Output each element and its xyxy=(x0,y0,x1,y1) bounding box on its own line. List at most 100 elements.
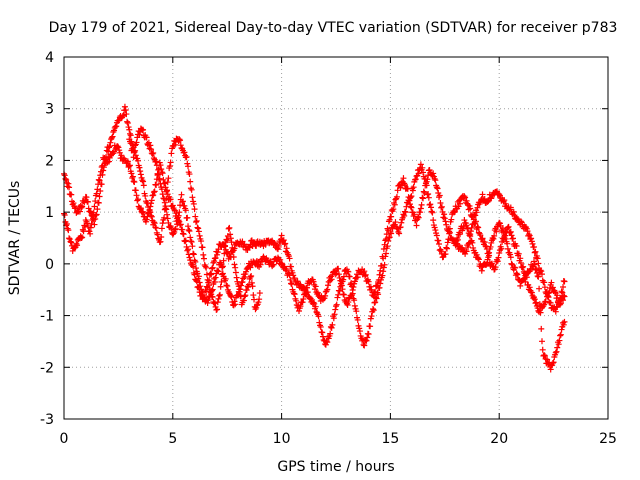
data-point xyxy=(531,261,538,268)
data-point xyxy=(228,239,235,246)
data-point xyxy=(324,339,331,346)
y-tick-label: 1 xyxy=(45,205,54,221)
data-point xyxy=(181,149,188,156)
data-point xyxy=(434,185,441,192)
data-point xyxy=(552,349,559,356)
data-point xyxy=(164,215,171,222)
data-point xyxy=(157,238,164,245)
data-point xyxy=(182,207,189,214)
data-point xyxy=(156,176,163,183)
data-point xyxy=(495,254,502,261)
data-point xyxy=(475,224,482,231)
data-point xyxy=(375,276,382,283)
data-point xyxy=(490,235,497,242)
data-point xyxy=(444,239,451,246)
data-point xyxy=(531,258,538,265)
data-point xyxy=(383,236,390,243)
data-point xyxy=(528,289,535,296)
y-axis-label: SDTVAR / TECUs xyxy=(7,181,23,296)
data-point xyxy=(552,289,559,296)
data-point xyxy=(214,306,221,313)
data-point xyxy=(215,295,222,302)
data-point xyxy=(90,215,97,222)
data-point xyxy=(549,360,556,367)
data-point xyxy=(87,208,94,215)
data-point xyxy=(107,139,114,146)
data-point xyxy=(443,245,450,252)
data-point xyxy=(180,231,187,238)
data-point xyxy=(163,206,170,213)
data-point xyxy=(328,276,335,283)
data-point xyxy=(282,240,289,247)
data-point xyxy=(66,184,73,191)
data-point xyxy=(338,282,345,289)
data-point xyxy=(398,219,405,226)
y-tick-label: 4 xyxy=(45,50,54,66)
data-point xyxy=(433,232,440,239)
data-point xyxy=(465,244,472,251)
data-point xyxy=(533,270,540,277)
data-point xyxy=(410,184,417,191)
data-point xyxy=(544,293,551,300)
data-point xyxy=(438,204,445,211)
data-point xyxy=(188,238,195,245)
data-point xyxy=(98,164,105,171)
data-point xyxy=(193,265,200,272)
data-point xyxy=(222,246,229,253)
data-point xyxy=(123,111,130,118)
data-point xyxy=(344,301,351,308)
data-point xyxy=(177,142,184,149)
data-point xyxy=(67,238,74,245)
data-point xyxy=(299,299,306,306)
data-point xyxy=(435,237,442,244)
data-point xyxy=(188,186,195,193)
data-point xyxy=(147,142,154,149)
data-point xyxy=(137,205,144,212)
data-point xyxy=(526,284,533,291)
data-point xyxy=(528,235,535,242)
data-point xyxy=(72,205,79,212)
data-point xyxy=(493,228,500,235)
data-point xyxy=(133,192,140,199)
data-point xyxy=(351,297,358,304)
data-point xyxy=(293,297,300,304)
data-point xyxy=(277,256,284,263)
data-point xyxy=(386,234,393,241)
data-point xyxy=(421,189,428,196)
data-point xyxy=(501,197,508,204)
data-point xyxy=(127,130,134,137)
data-point xyxy=(164,179,171,186)
data-point xyxy=(369,306,376,313)
data-point xyxy=(237,286,244,293)
data-point xyxy=(192,213,199,220)
data-point xyxy=(454,236,461,243)
data-point xyxy=(250,292,257,299)
data-point xyxy=(390,206,397,213)
data-point xyxy=(557,331,564,338)
data-point xyxy=(388,207,395,214)
data-point xyxy=(136,131,143,138)
data-point xyxy=(199,244,206,251)
data-point xyxy=(367,315,374,322)
data-point xyxy=(541,279,548,286)
data-point xyxy=(412,176,419,183)
data-point xyxy=(406,197,413,204)
data-point xyxy=(149,150,156,157)
data-point xyxy=(346,273,353,280)
data-point xyxy=(478,267,485,274)
data-point xyxy=(496,247,503,254)
data-point xyxy=(550,359,557,366)
data-point xyxy=(108,134,115,141)
data-point xyxy=(424,176,431,183)
data-point xyxy=(153,158,160,165)
data-point xyxy=(227,231,234,238)
data-point xyxy=(68,239,75,246)
data-point xyxy=(301,290,308,297)
data-point xyxy=(182,237,189,244)
data-point xyxy=(361,268,368,275)
data-point xyxy=(222,275,229,282)
data-point xyxy=(78,235,85,242)
data-point xyxy=(380,268,387,275)
data-point xyxy=(225,225,232,232)
data-point xyxy=(561,278,568,285)
